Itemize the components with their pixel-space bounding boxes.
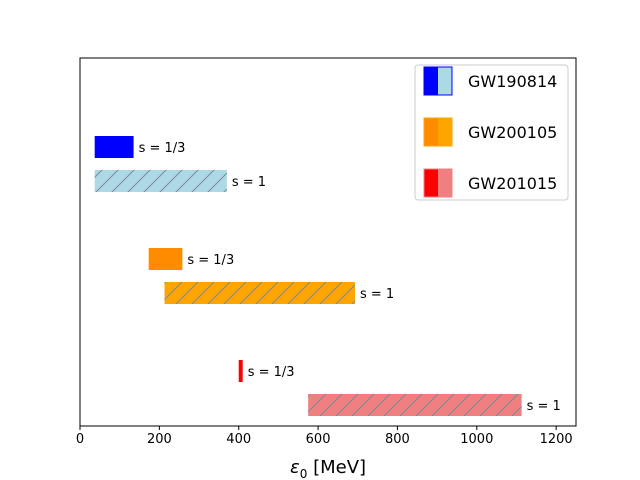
bar-1-0: [148, 248, 183, 270]
x-axis-label-symbol: ε: [290, 457, 300, 478]
x-tick-label-1: 200: [147, 432, 172, 447]
x-tick-label-4: 800: [385, 432, 410, 447]
bar-label-1-0: s = 1/3: [187, 253, 234, 268]
bar-label-1-1: s = 1: [360, 287, 394, 302]
x-tick-label-2: 400: [226, 432, 251, 447]
legend-swatch-b-1: [438, 118, 452, 146]
legend-label-2: GW201015: [468, 174, 557, 193]
bar-hatch-1-1: [164, 282, 355, 304]
legend-swatch-a-0: [424, 67, 438, 95]
bar-label-2-1: s = 1: [527, 399, 561, 414]
x-tick-label-5: 1000: [460, 432, 493, 447]
legend-swatch-b-0: [438, 67, 452, 95]
x-axis: 0 200 400 600 800 1000 1200: [76, 57, 577, 447]
plot-frame: [79, 57, 577, 427]
legend-label-0: GW190814: [468, 72, 557, 91]
x-tick-label-3: 600: [306, 432, 331, 447]
plot-area: s = 1/3 s = 1 s = 1/3 s = 1 s = 1/3 s = 1: [94, 136, 561, 416]
bar-hatch-2-1: [308, 394, 522, 416]
bar-label-2-0: s = 1/3: [248, 365, 295, 380]
bar-2-0: [238, 360, 243, 382]
legend-swatch-a-1: [424, 118, 438, 146]
bar-label-0-0: s = 1/3: [139, 141, 186, 156]
x-tick-label-0: 0: [76, 432, 84, 447]
x-tick-label-6: 1200: [540, 432, 573, 447]
legend-swatch-edge-1: [423, 117, 453, 147]
bar-hatch-0-1: [94, 170, 227, 192]
legend-box: [414, 64, 569, 201]
bar-0-0: [94, 136, 134, 158]
x-axis-label-subscript: 0: [300, 467, 308, 480]
legend: GW190814 GW200105 GW201015: [414, 64, 569, 201]
legend-swatch-b-2: [438, 169, 452, 197]
legend-swatch-edge-0: [423, 66, 453, 96]
bar-label-0-1: s = 1: [232, 175, 266, 190]
legend-swatch-a-2: [424, 169, 438, 197]
legend-label-1: GW200105: [468, 123, 557, 142]
x-axis-label-unit: [MeV]: [307, 457, 366, 478]
legend-swatch-edge-2: [423, 168, 453, 198]
x-axis-label: ε0 [MeV]: [290, 457, 366, 480]
